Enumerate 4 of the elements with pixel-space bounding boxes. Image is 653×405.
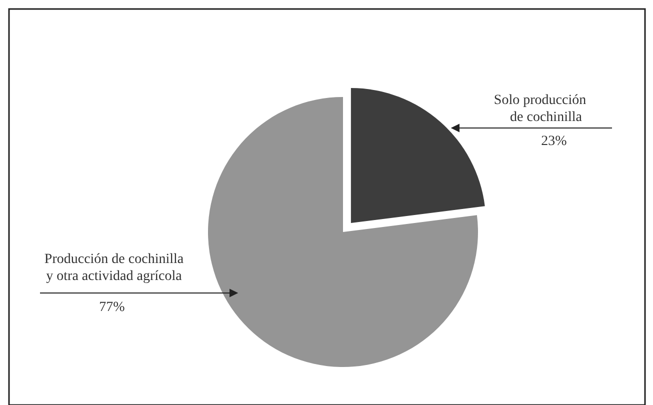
slice-label: Solo producción de cochinilla <box>494 93 586 125</box>
data-label: 23% <box>541 134 568 149</box>
slice-label: Producción de cochinilla y otra actividad agrícola <box>44 252 184 284</box>
data-label: 77% <box>99 300 126 315</box>
